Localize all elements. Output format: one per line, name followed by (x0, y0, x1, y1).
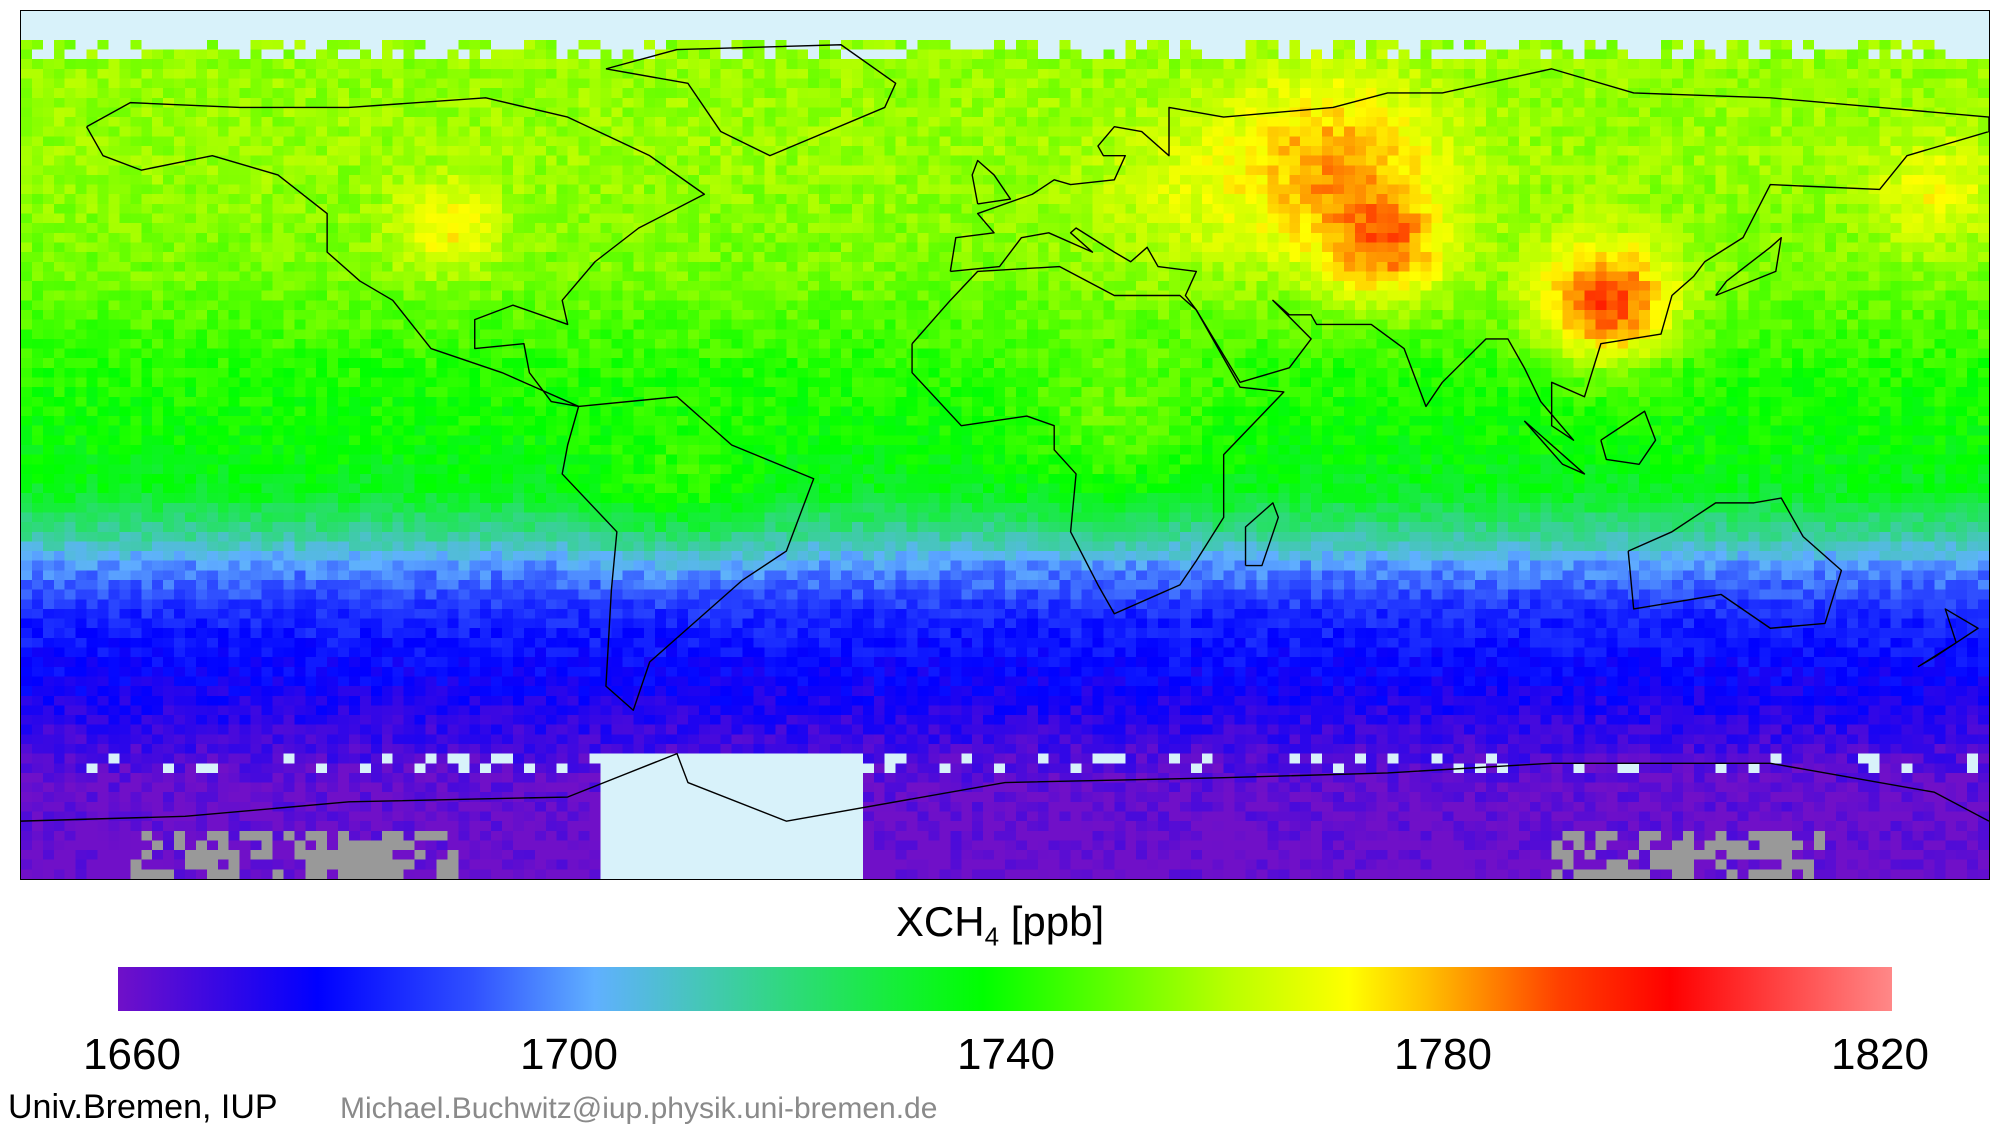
footer-email: Michael.Buchwitz@iup.physik.uni-bremen.d… (340, 1092, 938, 1125)
colorbar-title-subscript: 4 (984, 921, 1000, 952)
footer-organization: Univ.Bremen, IUP (8, 1088, 278, 1126)
colorbar-title: XCH4 [ppb] (0, 898, 2000, 952)
coastline-new-zealand (1918, 609, 1978, 667)
xch4-heatmap (21, 11, 1989, 879)
coastline-greenland (606, 45, 896, 156)
coastline-north-america (87, 98, 705, 407)
coastline-great-britain (972, 160, 1010, 203)
coastline-south-america (562, 397, 813, 710)
colorbar-tick-label: 1660 (83, 1030, 181, 1079)
coastline-borneo (1601, 411, 1656, 464)
coastline-madagascar (1246, 503, 1279, 566)
coastline-eurasia (950, 69, 1989, 440)
coastline-antarctica (21, 754, 1989, 822)
coastlines (21, 11, 1989, 879)
xch4-world-map (20, 10, 1990, 880)
coastline-japan (1716, 238, 1782, 296)
colorbar-tick-label: 1740 (957, 1030, 1055, 1079)
coastline-africa (912, 267, 1284, 614)
colorbar-tick-label: 1700 (520, 1030, 618, 1079)
colorbar-title-unit: [ppb] (999, 898, 1105, 945)
coastline-sumatra (1524, 421, 1584, 474)
colorbar-title-main: XCH (895, 898, 985, 945)
colorbar (118, 967, 1892, 1011)
colorbar-tick-label: 1780 (1394, 1030, 1492, 1079)
coastline-australia (1628, 498, 1841, 628)
colorbar-tick-label: 1820 (1831, 1030, 1929, 1079)
